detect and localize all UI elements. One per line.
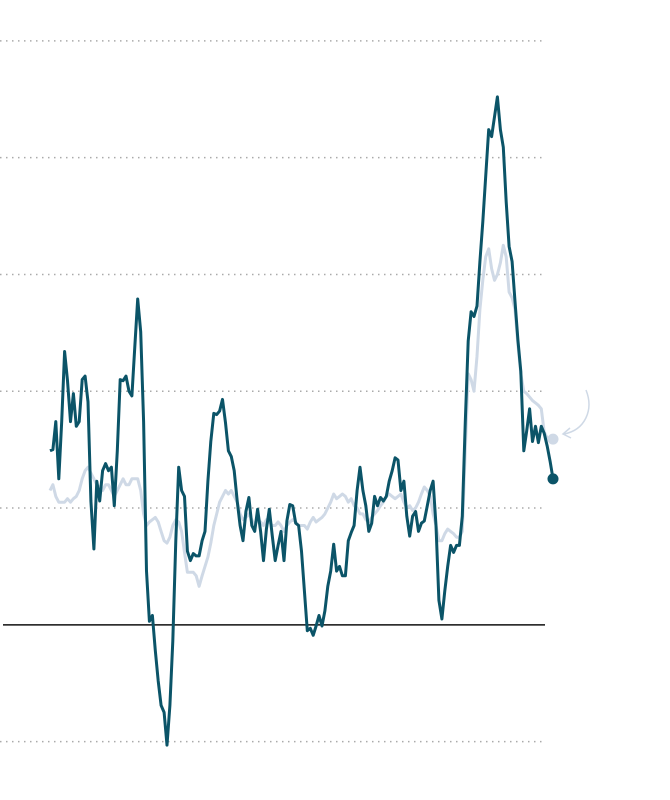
annotation-arrow [563,389,590,435]
series-line [48,243,554,588]
series-line [49,95,555,747]
end-dot [547,473,559,485]
end-dot [547,433,559,445]
annotation-arrowhead [561,427,572,439]
